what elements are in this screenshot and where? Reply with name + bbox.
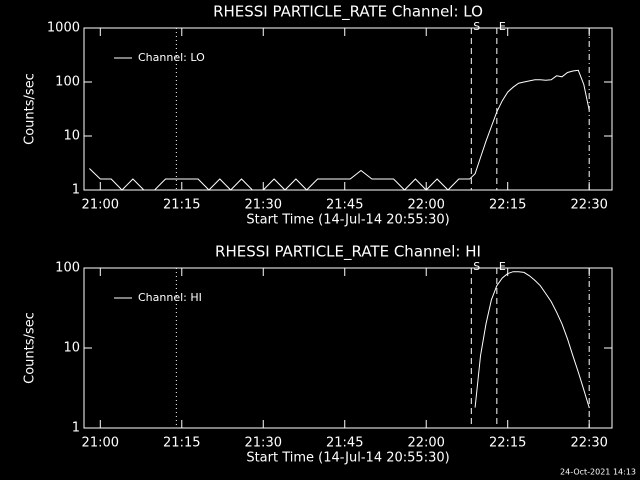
x-axis-label: Start Time (14-Jul-14 20:55:30) (246, 213, 449, 228)
x-tick-label: 22:00 (407, 436, 444, 451)
legend-label: Channel: HI (138, 291, 202, 304)
x-tick-label: 22:30 (570, 198, 607, 213)
x-tick-label: 21:30 (245, 436, 282, 451)
event-label: E (499, 20, 506, 33)
x-tick-label: 21:45 (326, 198, 363, 213)
y-tick-label: 10 (63, 129, 80, 144)
y-axis-label: Counts/sec (23, 73, 38, 145)
legend-label: Channel: LO (138, 51, 205, 64)
data-line (89, 69, 590, 191)
y-tick-label: 100 (55, 75, 80, 90)
event-label: S (473, 20, 480, 33)
x-tick-label: 21:30 (245, 198, 282, 213)
x-tick-label: 21:15 (163, 198, 200, 213)
y-tick-label: 1 (72, 183, 80, 198)
y-tick-label: 10 (63, 341, 80, 356)
x-tick-label: 22:15 (489, 198, 526, 213)
chart-title: RHESSI PARTICLE_RATE Channel: HI (215, 243, 481, 262)
event-label: S (473, 260, 480, 273)
plot-frame (83, 27, 613, 191)
y-tick-label: 100 (55, 261, 80, 276)
y-tick-label: 1 (72, 421, 80, 436)
data-line (474, 271, 590, 408)
footer-date: 24-Oct-2021 14:13 (560, 468, 636, 477)
x-tick-label: 22:00 (407, 198, 444, 213)
event-label: E (499, 260, 506, 273)
y-axis-label: Counts/sec (23, 312, 38, 384)
x-tick-label: 22:30 (570, 436, 607, 451)
x-tick-label: 21:00 (82, 198, 119, 213)
x-tick-label: 21:00 (82, 436, 119, 451)
x-tick-label: 21:15 (163, 436, 200, 451)
x-axis-label: Start Time (14-Jul-14 20:55:30) (246, 451, 449, 466)
chart-title: RHESSI PARTICLE_RATE Channel: LO (213, 3, 483, 22)
x-tick-label: 22:15 (489, 436, 526, 451)
x-tick-label: 21:45 (326, 436, 363, 451)
y-tick-label: 1000 (47, 21, 80, 36)
